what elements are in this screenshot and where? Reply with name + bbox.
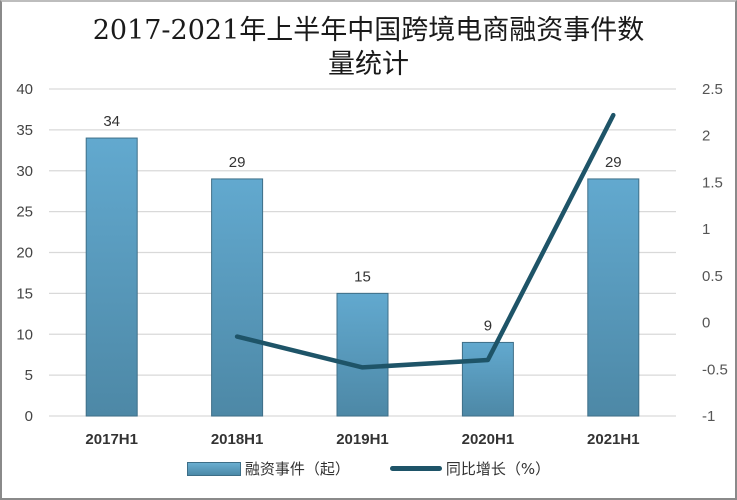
bar [85,137,138,417]
left-y-tick: 20 [16,245,33,262]
left-y-axis: 0 5 10 15 20 25 30 35 40 [16,81,33,425]
bar [211,178,264,417]
right-y-tick: 2.5 [702,81,723,98]
legend-item-bar: 融资事件（起） [186,458,350,479]
bar-data-label: 29 [229,154,246,171]
right-y-tick: 0.5 [702,268,723,285]
right-y-tick: 1 [702,221,710,238]
bar-data-label: 15 [354,268,371,285]
bar-series [85,137,640,417]
x-tick-label: 2020H1 [462,431,515,448]
x-tick-label: 2019H1 [336,431,389,448]
legend-line-label: 同比增长（%） [445,460,551,478]
left-y-tick: 30 [16,163,33,180]
x-tick-label: 2017H1 [85,431,138,448]
right-y-tick: -1 [702,408,715,425]
bar-data-label: 34 [103,113,120,130]
chart-title-line-2: 量统计 [328,49,409,80]
right-y-tick: 2 [702,128,710,145]
data-labels: 34 29 15 9 29 [103,113,621,334]
right-y-tick: -0.5 [702,361,728,378]
left-y-tick: 10 [16,326,33,343]
right-y-tick: 1.5 [702,174,723,191]
bar [587,178,640,417]
bar [336,292,389,417]
left-y-tick: 40 [16,81,33,98]
right-y-axis: -1 -0.5 0 0.5 1 1.5 2 2.5 [702,81,728,425]
left-y-tick: 0 [25,408,33,425]
bar [461,341,514,417]
growth-line [234,112,616,370]
left-y-tick: 15 [16,285,33,302]
bar-data-label: 9 [484,317,492,334]
line-swatch-icon [389,466,442,471]
chart-title: 2017-2021年上半年中国跨境电商融资事件数 量统计 [0,14,737,82]
x-tick-label: 2021H1 [587,431,640,448]
bar-swatch-icon [186,461,241,476]
right-y-tick: 0 [702,315,710,332]
chart-title-line-1: 2017-2021年上半年中国跨境电商融资事件数 [92,15,645,46]
left-y-tick: 5 [25,367,33,384]
x-axis: 2017H1 2018H1 2019H1 2020H1 2021H1 [85,431,639,448]
x-tick-label: 2018H1 [211,431,264,448]
line-series [234,112,616,370]
left-y-tick: 35 [16,122,33,139]
legend-item-line: 同比增长（%） [389,458,551,479]
bar-data-label: 29 [605,154,622,171]
legend-bar-label: 融资事件（起） [244,460,350,478]
left-y-tick: 25 [16,204,33,221]
legend: 融资事件（起） 同比增长（%） [0,458,737,479]
